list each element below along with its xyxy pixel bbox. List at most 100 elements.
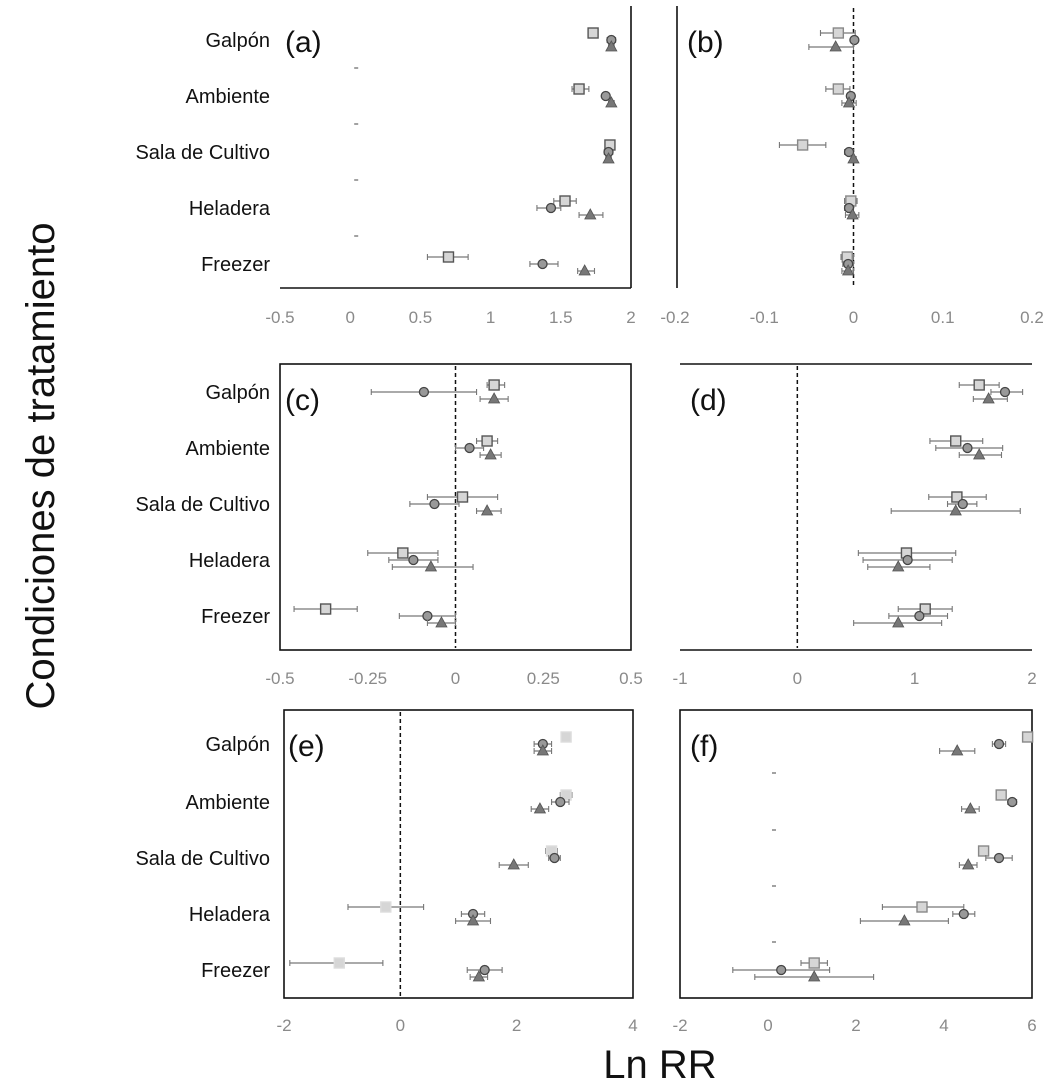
panel-frame (679, 709, 1033, 999)
x-tick-label: 0.1 (931, 308, 955, 327)
category-label: Galpón (206, 30, 271, 52)
data-point-triangle (602, 152, 615, 164)
x-tick-label: 2 (851, 1016, 860, 1035)
data-point-triangle (605, 40, 618, 52)
data-point-square (380, 901, 392, 913)
data-point-circle (999, 386, 1011, 398)
data-point-square (950, 435, 962, 447)
data-point-triangle (951, 744, 964, 756)
data-point-circle (549, 852, 560, 864)
x-tick-label: -2 (276, 1016, 291, 1035)
x-tick-label: -0.25 (348, 669, 387, 688)
x-tick-label: 4 (628, 1016, 637, 1035)
data-point-square (456, 491, 469, 503)
data-point-square (916, 901, 928, 913)
panel-label: (f) (690, 730, 718, 763)
data-point-triangle (484, 448, 497, 460)
data-point-triangle (536, 744, 550, 756)
x-tick-label: -0.5 (265, 669, 294, 688)
category-label: Sala de Cultivo (135, 142, 270, 164)
data-point-triangle (472, 970, 486, 982)
data-point-circle (464, 442, 475, 454)
category-label: Heladera (189, 550, 271, 572)
data-point-square (832, 27, 845, 39)
category-label: Ambiente (186, 438, 271, 460)
data-point-circle (958, 908, 969, 920)
category-label: Sala de Cultivo (135, 848, 270, 870)
category-label: Freezer (201, 254, 270, 276)
chart-panel: (a) -0.5 0 0.5 1 1.5 2 Galpón Ambiente Sala de Cu… (135, 6, 636, 327)
category-label: Galpón (206, 734, 271, 756)
x-tick-label: 0.5 (619, 669, 643, 688)
data-point-triangle (424, 560, 438, 572)
data-point-square (333, 957, 345, 969)
x-tick-label: 1.5 (549, 308, 573, 327)
panel-label: (a) (285, 26, 322, 59)
data-point-circle (600, 90, 611, 102)
chart-panel: (b) -0.2 -0.1 0 0.1 0.2 (660, 6, 1044, 327)
panel-label: (b) (687, 26, 724, 59)
data-point-circle (957, 498, 968, 510)
data-point-square (919, 603, 931, 615)
data-point-circle (555, 796, 566, 808)
category-label: Freezer (201, 960, 270, 982)
x-tick-label: -2 (672, 1016, 687, 1035)
panel-frame (279, 363, 632, 651)
data-point-circle (408, 554, 419, 566)
category-label: Ambiente (186, 792, 271, 814)
x-tick-label: 0.5 (409, 308, 433, 327)
data-point-square (587, 27, 599, 39)
category-label: Ambiente (186, 86, 271, 108)
data-point-triangle (435, 616, 448, 628)
data-point-triangle (892, 616, 905, 628)
x-tick-label: -0.1 (750, 308, 779, 327)
data-point-circle (1007, 796, 1018, 808)
data-point-square (1021, 731, 1034, 743)
data-point-triangle (982, 392, 995, 404)
category-label: Heladera (189, 198, 271, 220)
figure-x-axis-label: Ln RR (603, 1043, 716, 1084)
data-point-square (808, 957, 820, 969)
category-label: Sala de Cultivo (135, 494, 270, 516)
category-label: Heladera (189, 904, 271, 926)
data-point-triangle (480, 504, 494, 516)
data-point-square (397, 547, 409, 559)
panel-label: (d) (690, 384, 727, 417)
x-tick-label: 0 (793, 669, 802, 688)
data-point-triangle (466, 914, 480, 926)
data-point-circle (843, 202, 855, 214)
x-tick-label: 2 (1027, 669, 1036, 688)
data-point-circle (776, 964, 787, 976)
figure-y-axis-label: Condiciones de tratamiento (19, 223, 63, 710)
data-point-circle (962, 442, 973, 454)
data-point-square (995, 789, 1007, 801)
data-point-triangle (892, 560, 905, 572)
data-point-square (951, 491, 963, 503)
category-label: Freezer (201, 606, 270, 628)
data-point-circle (849, 34, 860, 46)
data-point-triangle (808, 970, 821, 982)
x-tick-label: 0 (345, 308, 354, 327)
x-tick-label: 1 (910, 669, 919, 688)
data-point-triangle (584, 208, 597, 220)
data-point-square (560, 789, 572, 801)
data-point-square (488, 379, 500, 391)
panel-label: (c) (285, 384, 320, 417)
x-tick-label: 6 (1027, 1016, 1036, 1035)
x-tick-label: 0.2 (1020, 308, 1044, 327)
category-label: Galpón (206, 382, 271, 404)
panel-label: (e) (288, 730, 325, 763)
chart-panel: (d) -1 0 1 2 (672, 363, 1037, 688)
data-point-triangle (964, 802, 977, 814)
data-point-square (442, 251, 455, 263)
data-point-circle (479, 964, 490, 976)
x-tick-label: 0 (849, 308, 858, 327)
x-tick-label: -1 (672, 669, 687, 688)
panels-layer: (a) -0.5 0 0.5 1 1.5 2 Galpón Ambiente Sala de Cu… (135, 6, 1044, 1035)
data-point-triangle (846, 208, 859, 220)
chart-panel: (c) -0.5 -0.25 0 0.25 0.5 Galpón Ambiente Sala d… (135, 363, 643, 688)
x-tick-label: 0 (763, 1016, 772, 1035)
x-tick-label: 2 (626, 308, 635, 327)
data-point-circle (902, 554, 913, 566)
